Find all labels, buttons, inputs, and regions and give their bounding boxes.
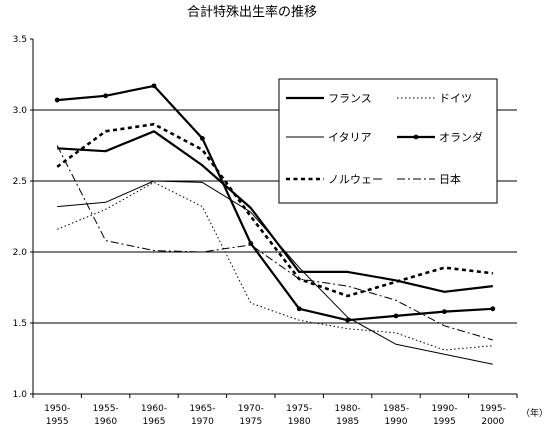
y-tick-label: 1.0 <box>13 390 28 400</box>
legend-swatch-marker <box>413 134 419 140</box>
legend-label: オランダ <box>439 130 483 144</box>
legend-box <box>278 78 498 204</box>
series-point <box>54 97 60 103</box>
series-point <box>200 136 205 141</box>
x-tick-label-end: 1965 <box>143 417 166 427</box>
series-point <box>490 306 496 312</box>
x-tick-label-start: 1980- <box>335 404 361 414</box>
x-axis-unit: （年） <box>521 407 545 419</box>
x-tick-label-end: 1990 <box>385 417 408 427</box>
series-line-2 <box>57 180 493 365</box>
series-line-4 <box>56 122 493 298</box>
legend-label: ドイツ <box>439 92 472 105</box>
x-tick-label-start: 1950- <box>44 404 70 414</box>
x-tick-label-start: 1960- <box>141 404 167 414</box>
series-point <box>345 317 350 323</box>
series-point <box>442 309 447 315</box>
y-tick-label: 2.5 <box>13 177 27 187</box>
series-point <box>393 313 399 319</box>
x-tick-label-end: 1980 <box>288 417 311 427</box>
x-tick-label-start: 1995- <box>480 404 506 414</box>
y-tick-label: 1.5 <box>13 319 27 329</box>
x-tick-label-start: 1970- <box>238 404 264 414</box>
x-tick-label-end: 1995 <box>433 417 456 427</box>
x-tick-label-end: 1960 <box>94 417 117 427</box>
series-line-3 <box>57 84 493 322</box>
series-line-1 <box>57 181 493 351</box>
series-point <box>296 306 302 312</box>
series-line-5 <box>56 145 493 341</box>
legend-label: フランス <box>328 92 372 105</box>
legend-label: ノルウェー <box>328 173 383 186</box>
x-tick-label-end: 1970 <box>191 417 214 427</box>
x-tick-label-start: 1985- <box>383 404 409 414</box>
x-tick-label-end: 1955 <box>46 417 69 427</box>
legend-label: イタリア <box>328 131 372 144</box>
x-tick-label-start: 1955- <box>93 404 119 414</box>
y-tick-label: 2.0 <box>13 248 28 258</box>
x-tick-label-end: 1975 <box>239 417 262 427</box>
y-tick-label: 3.5 <box>13 35 27 45</box>
chart-title: 合計特殊出生率の推移 <box>187 4 317 20</box>
x-tick-label-start: 1965- <box>189 404 215 414</box>
series-point <box>151 83 157 89</box>
x-tick-label-start: 1990- <box>431 404 457 414</box>
x-tick-label-end: 1985 <box>336 417 359 427</box>
legend-label: 日本 <box>439 172 461 186</box>
y-tick-label: 3.0 <box>13 106 28 116</box>
series-point <box>103 93 108 99</box>
x-tick-label-end: 2000 <box>481 417 504 427</box>
series-lines <box>54 83 496 365</box>
x-tick-label-start: 1975- <box>286 404 312 414</box>
axes: 1.0 1.5 2.0 2.5 3.0 3.5 1950- 1955 1955- 1960 1960… <box>13 35 545 427</box>
